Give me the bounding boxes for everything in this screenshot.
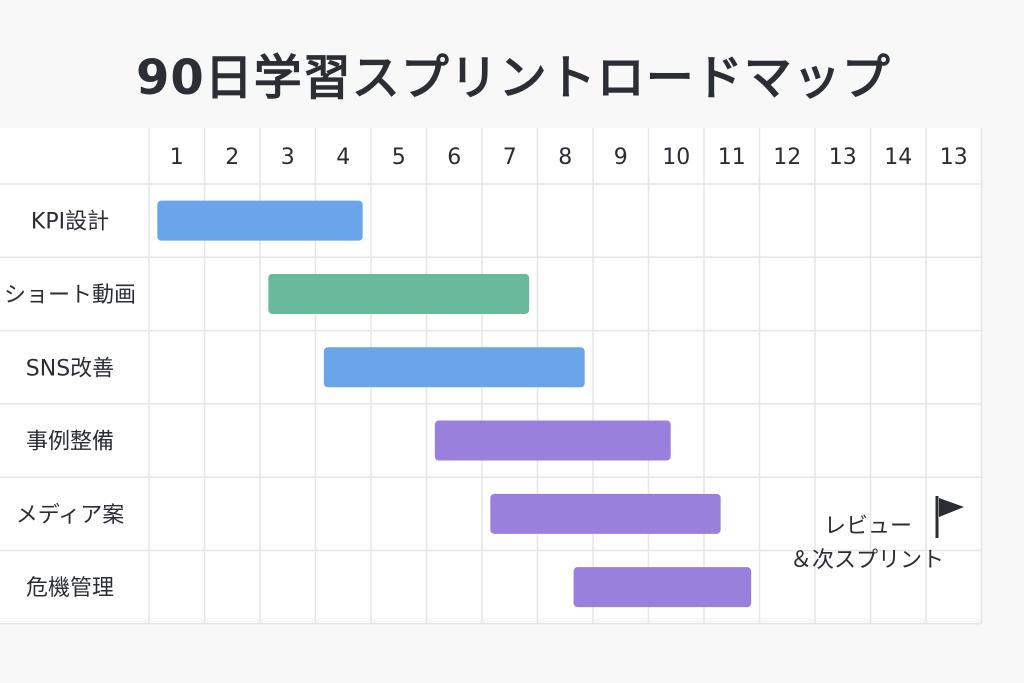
- task-bars: [157, 200, 752, 608]
- x-tick-label: 5: [392, 145, 406, 170]
- x-tick-label: 14: [884, 145, 912, 170]
- x-tick-label: 3: [281, 145, 295, 170]
- x-tick-label: 9: [614, 145, 628, 170]
- x-axis-ticks: 1 2 3 4 5 6 7 8 9 10 11 12 13 14 13: [170, 145, 968, 170]
- x-tick-label: 4: [336, 145, 350, 170]
- row-label: メディア案: [16, 503, 124, 528]
- task-bar: [323, 347, 585, 388]
- x-tick-label: 1: [170, 145, 184, 170]
- review-annotation: レビュー ＆次スプリント: [790, 496, 964, 573]
- x-tick-label: 2: [225, 145, 239, 170]
- row-label: 危機管理: [26, 576, 114, 601]
- x-tick-label: 11: [718, 145, 746, 170]
- task-bar: [490, 493, 721, 534]
- row-label: ショート動画: [4, 283, 136, 308]
- x-tick-label: 6: [447, 145, 461, 170]
- x-tick-label: 10: [662, 145, 690, 170]
- annotation-line-2: ＆次スプリント: [790, 548, 944, 573]
- x-tick-label: 13: [940, 145, 968, 170]
- row-label: KPI設計: [31, 210, 109, 235]
- x-tick-label: 12: [773, 145, 801, 170]
- x-tick-label: 8: [558, 145, 572, 170]
- row-label: SNS改善: [26, 356, 114, 381]
- x-tick-label: 13: [829, 145, 857, 170]
- annotation-line-1: レビュー: [824, 514, 912, 539]
- task-bar: [573, 567, 752, 608]
- row-label: 事例整備: [26, 430, 114, 455]
- chart-title: 90日学習スプリントロードマップ: [136, 50, 891, 106]
- task-bar: [157, 200, 363, 241]
- flag-icon: [935, 496, 964, 538]
- x-tick-label: 7: [503, 145, 517, 170]
- task-bar: [268, 273, 530, 314]
- task-bar: [434, 420, 671, 461]
